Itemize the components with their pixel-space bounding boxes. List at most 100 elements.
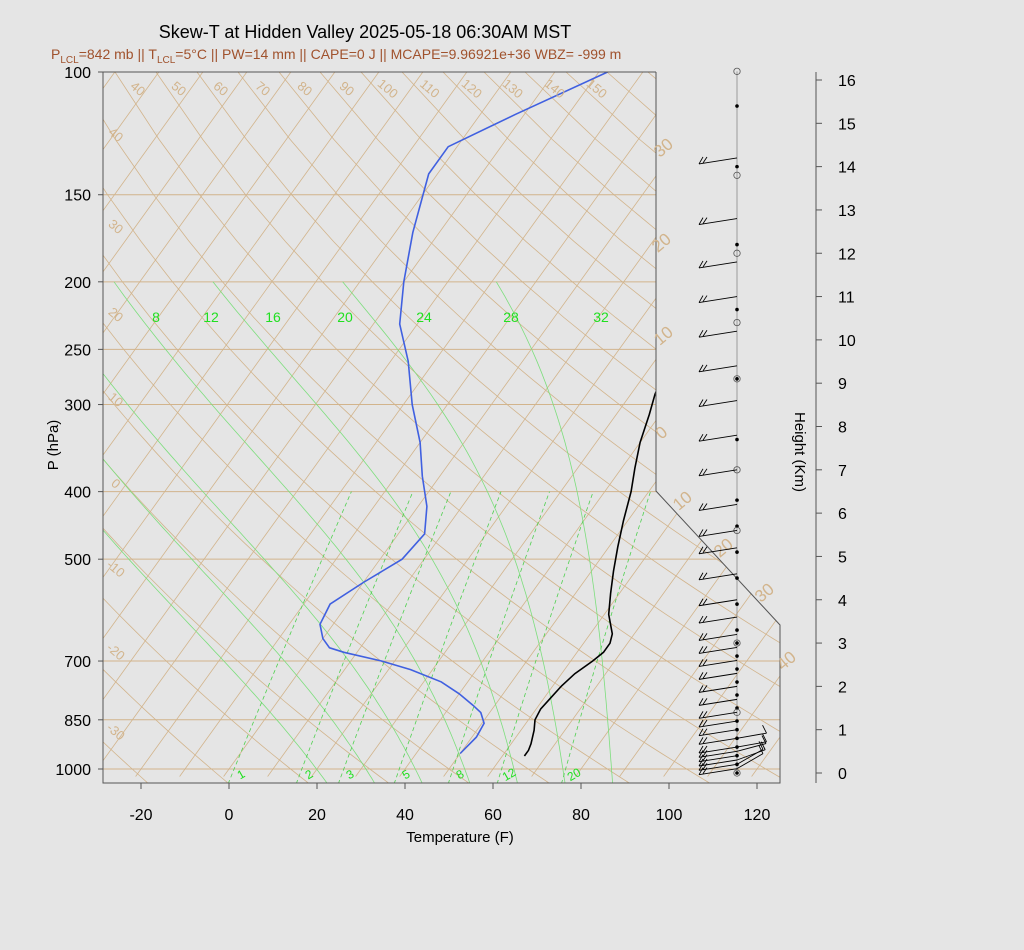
dry-adiabat bbox=[196, 72, 780, 783]
height-tick-label: 10 bbox=[838, 333, 856, 350]
wind-barb bbox=[698, 698, 738, 706]
mixing-ratio-line bbox=[447, 491, 550, 783]
wind-barb-shaft bbox=[698, 434, 738, 442]
wind-circle bbox=[733, 375, 741, 383]
wind-barb-shaft bbox=[698, 504, 738, 511]
isotherm bbox=[0, 72, 27, 776]
wind-barb-flag bbox=[702, 646, 708, 653]
wind-barb bbox=[698, 364, 738, 373]
height-tick-label: 0 bbox=[838, 766, 847, 783]
temperature-tick-label: -20 bbox=[129, 807, 152, 824]
wind-barb-shaft bbox=[698, 768, 738, 776]
mixing-ratio-line bbox=[393, 491, 502, 783]
wind-dot bbox=[735, 576, 739, 580]
wind-barb-surface bbox=[736, 745, 764, 770]
wind-barb-flag bbox=[698, 659, 704, 667]
height-tick-label: 8 bbox=[838, 420, 847, 437]
wind-barb bbox=[698, 750, 738, 758]
dry-adiabat bbox=[278, 72, 780, 783]
wind-barb-shaft bbox=[698, 672, 738, 680]
wind-barb-shaft bbox=[698, 711, 738, 719]
moist-adiabat-lines bbox=[103, 281, 613, 783]
wind-barb bbox=[698, 399, 738, 407]
isotherm bbox=[103, 72, 468, 777]
wind-barb bbox=[698, 529, 738, 537]
y-axis-label: P (hPa) bbox=[45, 420, 62, 471]
wind-barb-surface-shaft bbox=[736, 749, 766, 761]
wind-barb-shaft bbox=[698, 218, 738, 226]
wind-circle bbox=[733, 708, 741, 716]
temperature-axis: -20 0 20 40 60 80 100 120 bbox=[129, 783, 770, 824]
mixing-ratio-lines bbox=[227, 491, 651, 783]
wind-barb bbox=[698, 685, 738, 693]
wind-barb-flag bbox=[702, 364, 708, 372]
wind-dot bbox=[735, 307, 739, 312]
wind-barb-shaft bbox=[698, 633, 738, 641]
isotherm bbox=[103, 72, 204, 777]
wind-barb bbox=[698, 758, 738, 767]
wind-barb bbox=[698, 672, 738, 680]
isotherm bbox=[223, 72, 732, 777]
height-tick-label: 12 bbox=[838, 246, 856, 263]
wind-barb-flag bbox=[698, 728, 704, 736]
wind-circle bbox=[733, 67, 741, 75]
temperature-tick-label: 60 bbox=[484, 807, 502, 824]
height-tick-label: 11 bbox=[838, 290, 855, 307]
wind-barb bbox=[698, 763, 738, 771]
wind-barb bbox=[698, 156, 738, 165]
pressure-tick-label: 100 bbox=[64, 65, 91, 82]
wind-barb-flag bbox=[702, 598, 708, 605]
isotherm bbox=[663, 72, 780, 777]
wind-barb-flag bbox=[698, 546, 704, 554]
wind-barb-flag bbox=[698, 156, 704, 165]
isotherm bbox=[103, 72, 292, 777]
isotherm bbox=[103, 72, 248, 777]
wind-barb-flag bbox=[702, 295, 708, 302]
dry-adiabat bbox=[103, 72, 780, 783]
wind-dot bbox=[735, 498, 739, 502]
wind-barb-surface bbox=[736, 724, 767, 739]
wind-dot bbox=[735, 437, 739, 442]
wind-barb-flag bbox=[702, 750, 708, 757]
temperature-tick-label: 80 bbox=[572, 807, 590, 824]
wind-barb-flag bbox=[702, 329, 708, 337]
wind-dot bbox=[735, 628, 739, 632]
isotherm bbox=[575, 72, 780, 777]
moist-adiabat-label: 16 bbox=[265, 309, 281, 325]
wind-barb bbox=[698, 572, 738, 581]
wind-barb-surface-shaft bbox=[736, 741, 767, 748]
wind-barb bbox=[698, 503, 738, 511]
temperature-tick-label: 0 bbox=[225, 807, 234, 824]
wind-barb bbox=[698, 615, 738, 624]
wind-dot bbox=[735, 164, 739, 169]
wind-barb-surface bbox=[736, 733, 767, 748]
wind-barb-flag bbox=[698, 364, 704, 373]
wind-barb-flag bbox=[702, 659, 708, 666]
wind-barb-flag bbox=[702, 758, 708, 766]
wind-barb-flag bbox=[698, 672, 704, 680]
isotherm bbox=[103, 72, 512, 777]
pressure-tick-label: 500 bbox=[64, 552, 91, 569]
isotherm bbox=[103, 72, 600, 777]
wind-circle bbox=[733, 171, 741, 179]
wind-dot bbox=[735, 550, 739, 554]
wind-circle bbox=[733, 249, 741, 257]
wind-barb-flag bbox=[702, 433, 708, 441]
wind-dot bbox=[735, 680, 739, 684]
chart-subtitle: PLCL=842 mb || TLCL=5°C || PW=14 mm || C… bbox=[51, 46, 621, 66]
wind-barb-shaft bbox=[698, 755, 738, 763]
height-axis-label: Height (Km) bbox=[791, 412, 808, 492]
pressure-tick-label: 300 bbox=[64, 398, 91, 415]
wind-barb bbox=[698, 217, 738, 226]
wind-barb bbox=[698, 719, 738, 728]
wind-barb-surface-shaft bbox=[736, 732, 767, 739]
wind-dot bbox=[735, 641, 739, 645]
isotherm bbox=[103, 72, 336, 777]
wind-barb-flag bbox=[698, 295, 704, 303]
wind-barb-flag bbox=[698, 399, 704, 407]
temperature-tick-label: 20 bbox=[308, 807, 326, 824]
wind-barb bbox=[698, 767, 738, 776]
moist-adiabat bbox=[342, 281, 566, 783]
wind-barb-flag bbox=[702, 529, 708, 536]
